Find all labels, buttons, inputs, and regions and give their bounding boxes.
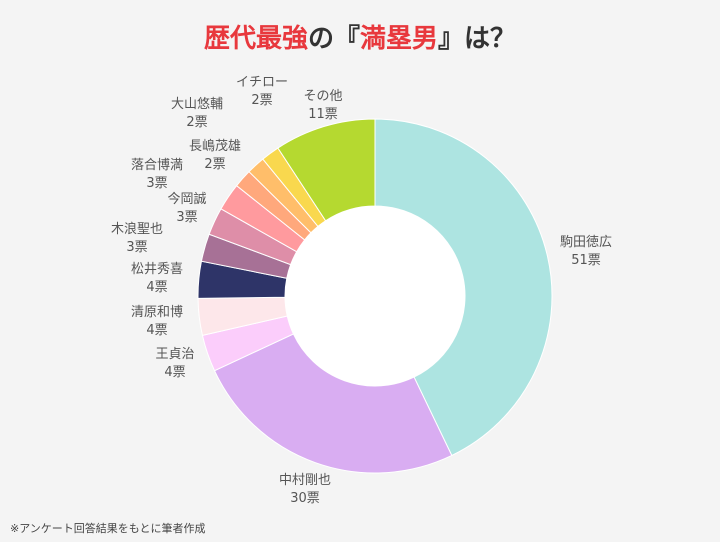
slice-label-name: 落合博満 — [131, 158, 183, 173]
slice-label-value: 11票 — [308, 107, 338, 122]
donut-hole — [285, 206, 465, 386]
slice-label-name: その他 — [303, 89, 342, 104]
slice-label-value: 4票 — [146, 323, 167, 338]
slice-label-name: 駒田徳広 — [560, 235, 612, 250]
title-part1: 歴代最強 — [203, 24, 308, 54]
slice-label-value: 51票 — [571, 253, 601, 268]
slice-label-name: イチロー — [236, 75, 288, 90]
source-note: ※アンケート回答結果をもとに筆者作成 — [10, 522, 206, 535]
slice-label-value: 3票 — [176, 210, 197, 225]
slice-label-value: 30票 — [290, 491, 320, 506]
title-part2: の『 — [307, 24, 360, 54]
chart-title: 歴代最強の『満塁男』は？ — [0, 18, 720, 55]
slice-label-name: 今岡誠 — [167, 191, 206, 207]
title-part4: 』は？ — [438, 24, 517, 54]
slice-label-name: 松井秀喜 — [131, 262, 183, 277]
title-part3: 満塁男 — [360, 24, 439, 54]
slice-label-value: 3票 — [146, 176, 167, 191]
slice-label-name: 王貞治 — [155, 347, 194, 362]
slice-label-value: 4票 — [164, 365, 185, 380]
slice-label-name: 長嶋茂雄 — [189, 139, 241, 154]
slice-label-value: 3票 — [126, 240, 147, 255]
slice-label-name: 中村剛也 — [279, 473, 331, 488]
slice-label-value: 4票 — [146, 280, 167, 295]
slice-label-name: 木浪聖也 — [111, 222, 163, 237]
slice-label-value: 2票 — [251, 93, 272, 108]
slice-label-name: 清原和博 — [131, 305, 183, 320]
slice-label-value: 2票 — [204, 157, 225, 172]
slice-label-value: 2票 — [186, 115, 207, 130]
slice-label-name: 大山悠輔 — [171, 97, 223, 112]
